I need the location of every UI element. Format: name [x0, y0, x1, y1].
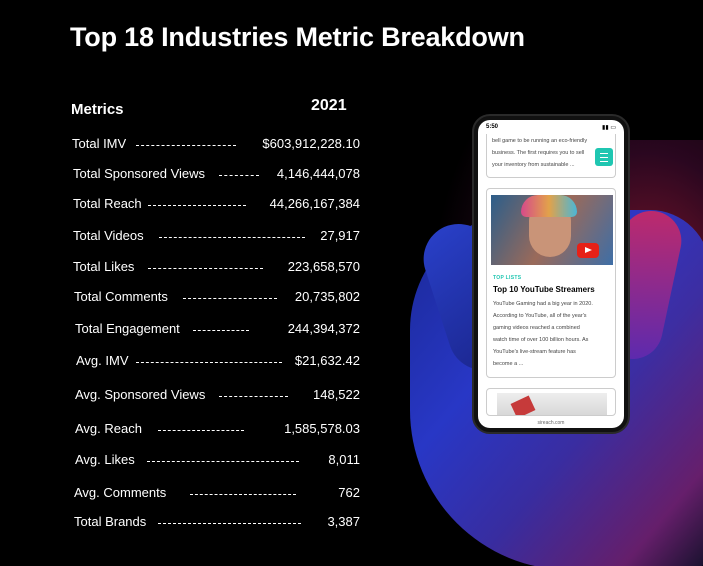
menu-button[interactable] [595, 148, 613, 166]
metric-label: Total Reach [73, 196, 142, 211]
article-thumbnail [491, 195, 613, 265]
excerpt-line: According to YouTube, all of the year's [493, 313, 587, 319]
page-title: Top 18 Industries Metric Breakdown [70, 22, 525, 52]
metric-row: Avg. Comments 762 [0, 485, 360, 505]
metric-label: Total IMV [72, 136, 127, 151]
dotted-leader [136, 145, 236, 146]
metric-label: Total Videos [73, 228, 144, 243]
youtube-play-icon [577, 243, 599, 258]
metric-value: 8,011 [328, 452, 360, 467]
metrics-column-header: Metrics [71, 101, 124, 118]
signal-battery-icon: ▮▮ ▭ [602, 125, 616, 131]
metric-row: Total Videos 27,917 [0, 228, 360, 248]
year-column-header: 2021 [311, 97, 347, 114]
metric-label: Total Engagement [75, 321, 180, 336]
metric-value: 20,735,802 [294, 289, 360, 304]
metric-value: 223,658,570 [287, 259, 360, 274]
excerpt-line: YouTube Gaming had a big year in 2020. [493, 301, 593, 307]
metric-row: Total Likes 223,658,570 [0, 259, 360, 279]
metric-label: Avg. Sponsored Views [75, 387, 206, 402]
site-url: sireach.com [537, 420, 565, 426]
dotted-leader [148, 205, 246, 206]
metric-row: Avg. Sponsored Views 148,522 [0, 387, 360, 407]
excerpt-line: become a ... [493, 361, 524, 367]
metric-value: 1,585,578.03 [284, 421, 360, 436]
card-text-line: your inventory from sustainable ... [492, 162, 575, 168]
excerpt-line: watch time of over 100 billion hours. As [493, 337, 589, 343]
metric-label: Total Sponsored Views [73, 166, 206, 181]
dotted-leader [219, 396, 288, 397]
dotted-leader [158, 523, 301, 524]
dotted-leader [183, 298, 277, 299]
phone-screen: 5:50 ▮▮ ▭ bell game to be running an eco… [478, 120, 624, 428]
article-title: Top 10 YouTube Streamers [493, 285, 595, 294]
dotted-leader [193, 330, 249, 331]
excerpt-line: gaming videos reached a combined [493, 325, 580, 331]
card-text-line: business. The first requires you to sell [492, 150, 585, 156]
card-text-line: bell game to be running an eco-friendly [492, 138, 588, 144]
metric-row: Total Reach 44,266,167,384 [0, 196, 360, 216]
metric-value: 44,266,167,384 [269, 196, 360, 211]
metric-value: 244,394,372 [287, 321, 360, 336]
metric-label: Total Likes [73, 259, 135, 274]
metric-row: Total Comments 20,735,802 [0, 289, 360, 309]
metric-value: 148,522 [313, 387, 360, 402]
metric-label: Total Brands [74, 514, 147, 529]
metric-label: Total Comments [74, 289, 168, 304]
article-card-youtube[interactable]: TOP LISTS Top 10 YouTube Streamers YouTu… [486, 188, 616, 378]
metric-row: Avg. IMV $21,632.42 [0, 353, 360, 373]
metric-row: Avg. Reach 1,585,578.03 [0, 421, 360, 441]
excerpt-line: YouTube's live-stream feature has [493, 349, 576, 355]
metric-row: Avg. Likes 8,011 [0, 452, 360, 472]
status-bar: 5:50 ▮▮ ▭ [484, 124, 618, 134]
metric-value: $603,912,228.10 [262, 136, 360, 151]
dotted-leader [219, 175, 259, 176]
dotted-leader [158, 430, 244, 431]
metric-label: Avg. Comments [74, 485, 167, 500]
dotted-leader [148, 268, 263, 269]
metric-label: Avg. Likes [75, 452, 135, 467]
status-time: 5:50 [486, 124, 499, 130]
dotted-leader [190, 494, 296, 495]
dotted-leader [147, 461, 299, 462]
metric-row: Total IMV $603,912,228.10 [0, 136, 360, 156]
metric-row: Total Engagement 244,394,372 [0, 321, 360, 341]
metric-row: Total Brands 3,387 [0, 514, 360, 534]
metric-value: $21,632.42 [294, 353, 360, 368]
metric-value: 762 [338, 485, 360, 500]
metric-value: 3,387 [327, 514, 360, 529]
metric-label: Avg. IMV [76, 353, 129, 368]
category-tag: TOP LISTS [493, 275, 522, 281]
metric-value: 27,917 [320, 228, 360, 243]
metric-label: Avg. Reach [75, 421, 142, 436]
dotted-leader [159, 237, 305, 238]
article-card-top[interactable]: bell game to be running an eco-friendly … [486, 134, 616, 178]
article-card-bottom[interactable] [486, 388, 616, 416]
dotted-leader [136, 362, 282, 363]
metric-row: Total Sponsored Views 4,146,444,078 [0, 166, 360, 186]
metric-value: 4,146,444,078 [276, 166, 360, 181]
